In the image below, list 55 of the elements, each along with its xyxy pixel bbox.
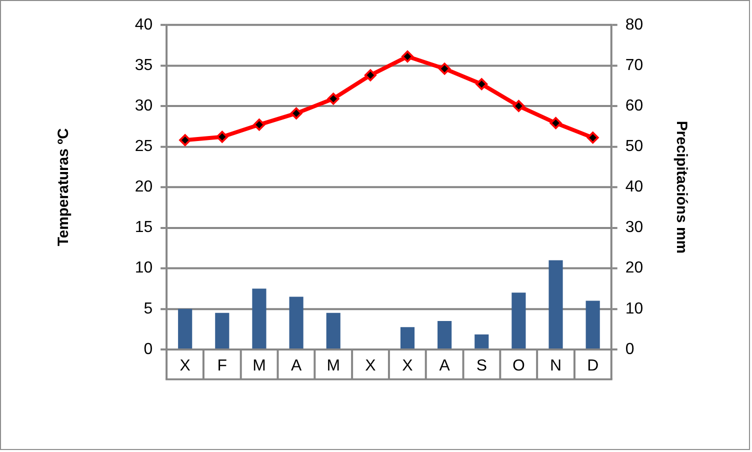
y2-axis-title: Precipitacións mm (673, 120, 690, 254)
point (216, 130, 228, 143)
y2-tick-label: 50 (625, 138, 644, 155)
bar (252, 288, 266, 348)
x-tick-label: N (550, 357, 562, 374)
x-tick-label: M (326, 357, 340, 374)
bar (474, 334, 489, 348)
bar (326, 312, 340, 348)
point (438, 62, 451, 75)
point (253, 118, 266, 131)
x-tick-label: A (439, 357, 450, 374)
y2-tick-label: 80 (625, 16, 644, 34)
y2-tick-label: 0 (625, 340, 634, 358)
x-tick-label: D (587, 357, 599, 374)
y-tick-label: 25 (134, 138, 153, 155)
y-tick-label: 20 (134, 178, 153, 196)
y-tick-label: 35 (134, 56, 153, 74)
y-tick-label: 0 (144, 340, 153, 358)
y2-tick-label: 20 (625, 260, 644, 277)
bar (512, 292, 526, 348)
bar (178, 308, 192, 348)
y-tick-label: 15 (134, 219, 153, 236)
point (290, 107, 302, 120)
point (550, 117, 562, 130)
bar (438, 321, 452, 348)
point (402, 50, 414, 63)
y2-tick-label: 10 (625, 300, 644, 318)
point (179, 134, 192, 146)
point (586, 132, 599, 144)
y-tick-label: 30 (134, 97, 153, 114)
x-tick-label: O (512, 357, 525, 374)
y2-tick-label: 60 (625, 97, 644, 114)
point (364, 69, 376, 82)
x-tick-label: A (290, 357, 302, 374)
point (476, 78, 488, 90)
bar (400, 327, 415, 348)
y-tick-label: 10 (134, 260, 153, 277)
y2-tick-label: 40 (625, 178, 644, 196)
y-axis-title: Temperaturas ºC (54, 128, 72, 246)
x-tick-label: X (365, 357, 376, 374)
y-tick-label: 5 (144, 300, 153, 318)
point (327, 92, 340, 105)
bar (215, 312, 230, 348)
x-tick-label: M (252, 357, 266, 374)
x-tick-label: F (217, 357, 228, 374)
y2-tick-label: 70 (625, 56, 644, 74)
bar (289, 296, 304, 348)
x-tick-label: X (180, 357, 191, 374)
y-tick-label: 40 (134, 16, 153, 34)
y2-tick-label: 30 (625, 219, 644, 236)
point (512, 100, 525, 112)
x-tick-label: X (402, 357, 414, 374)
bar (548, 260, 563, 348)
x-tick-label: S (476, 357, 487, 374)
bar (586, 300, 600, 348)
